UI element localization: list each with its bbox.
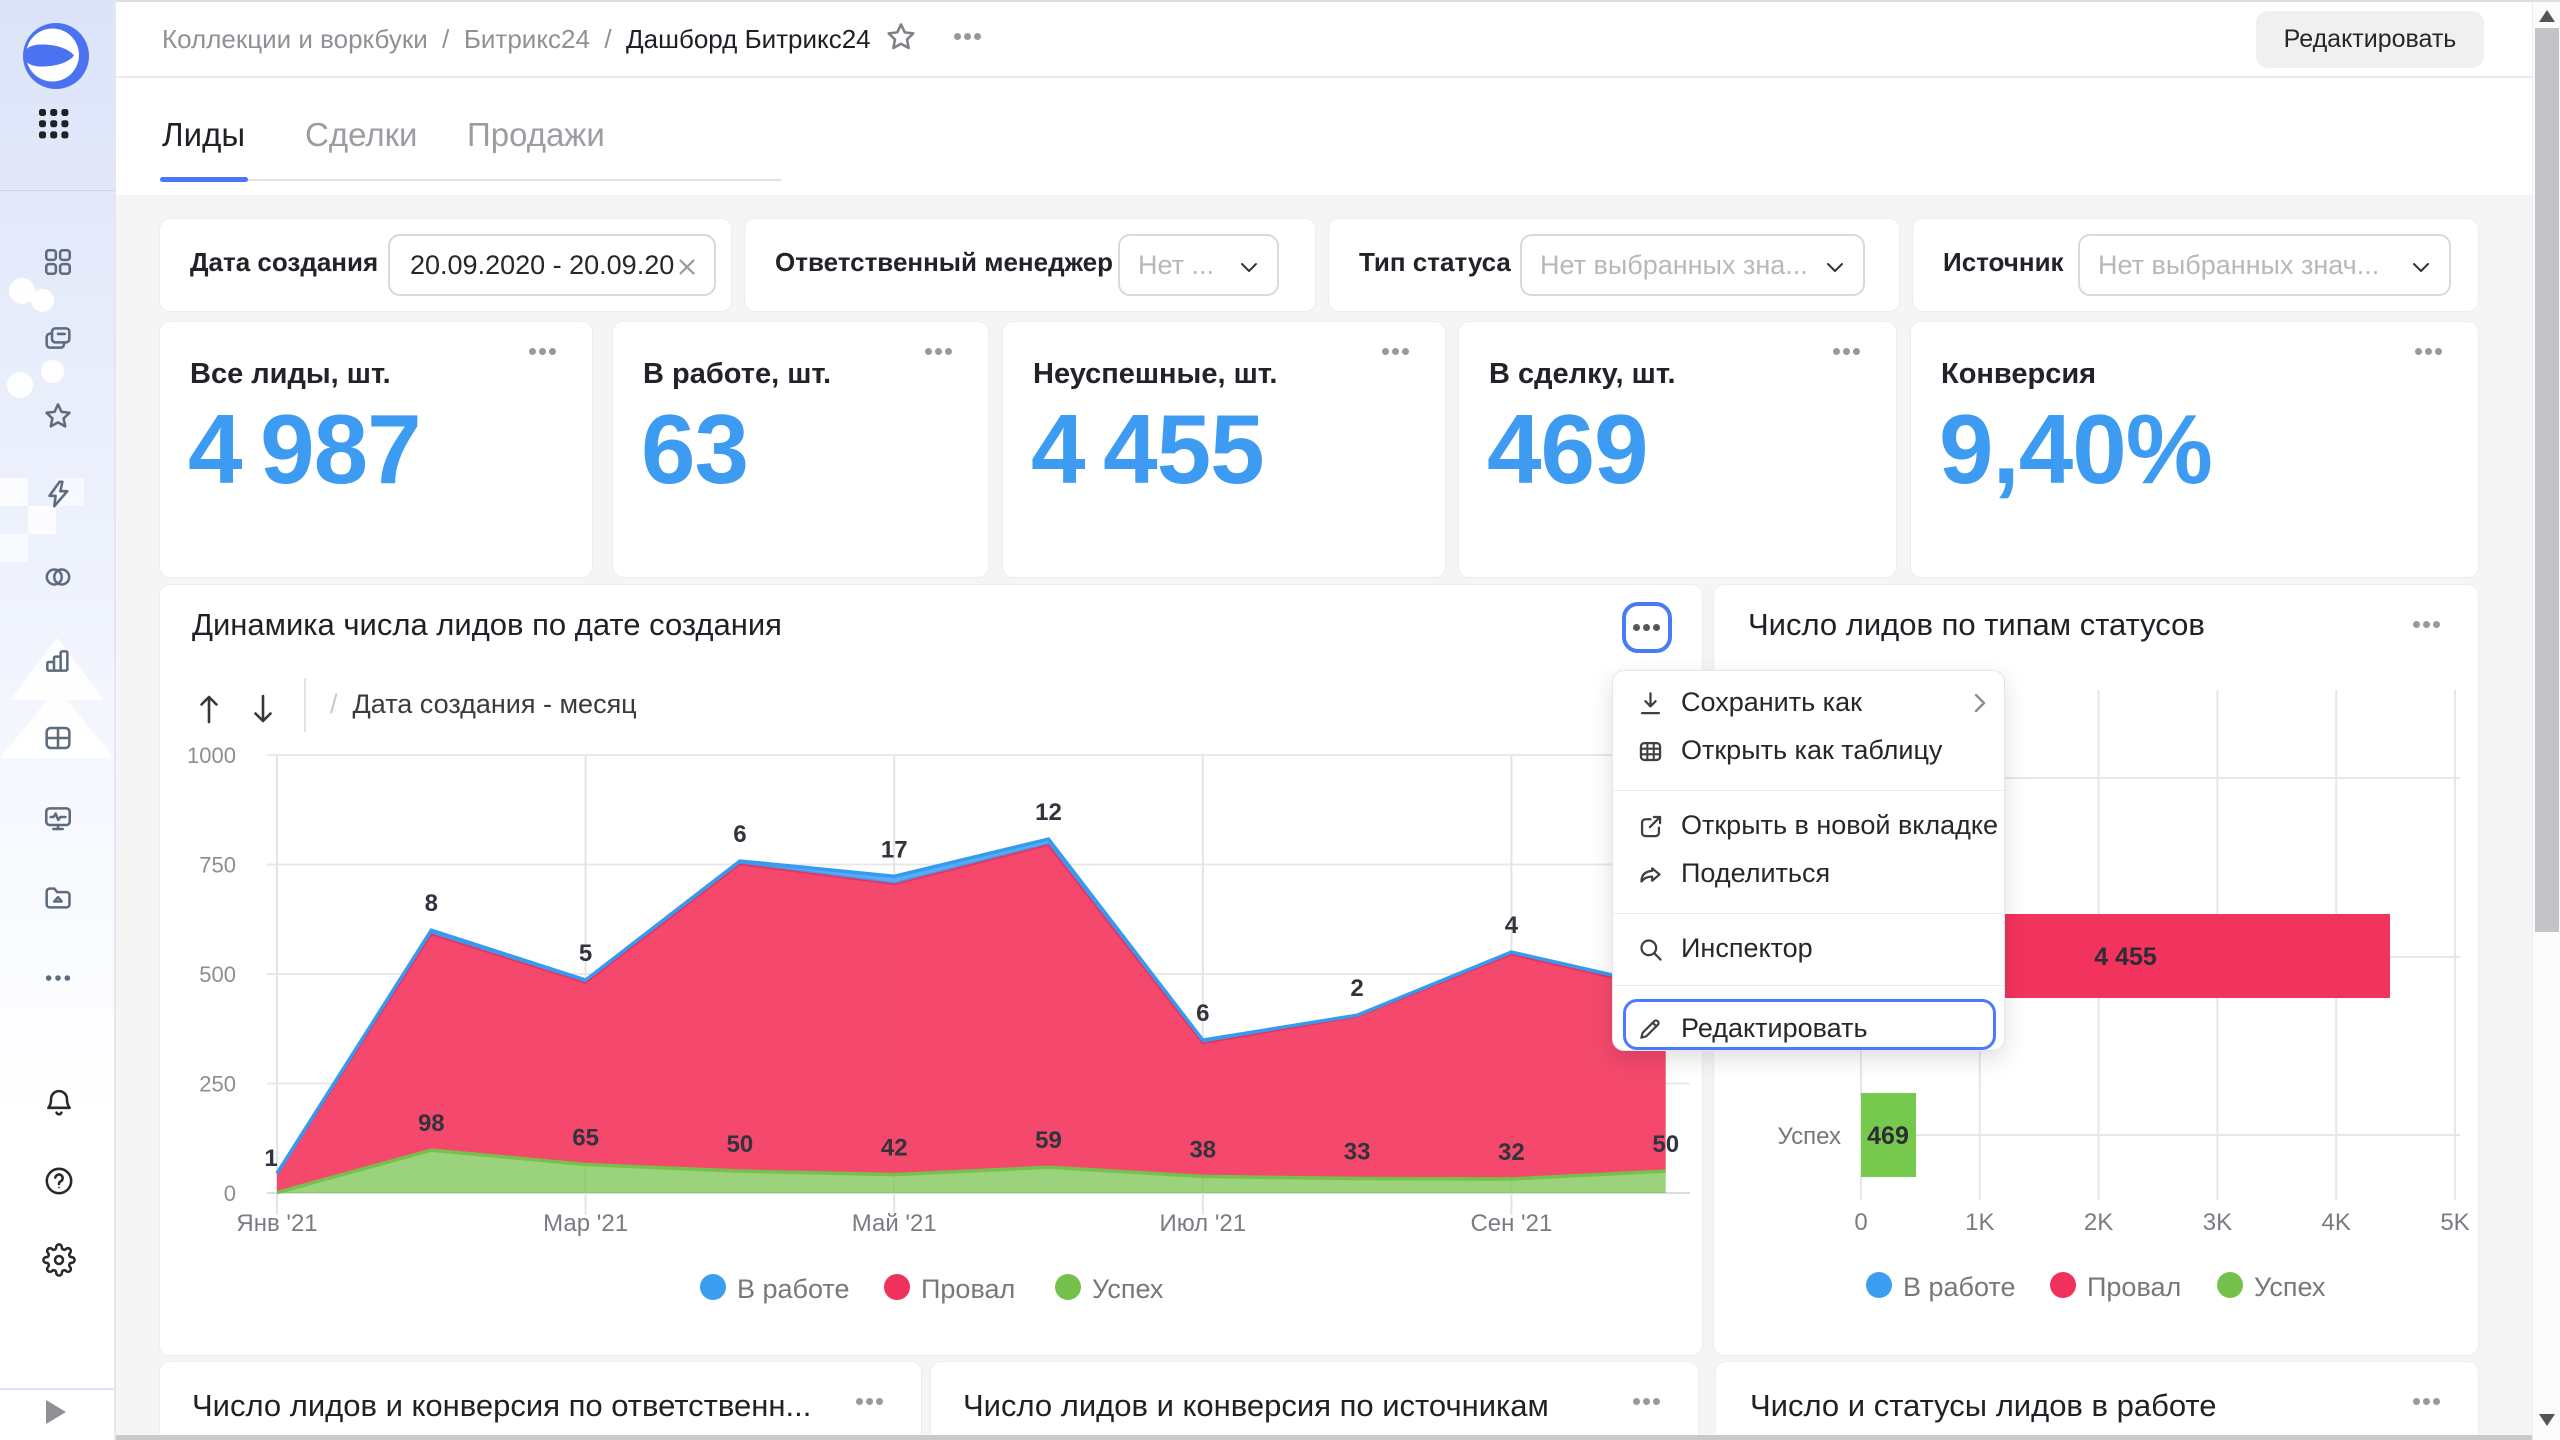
svg-text:0: 0 — [224, 1181, 236, 1206]
svg-text:4: 4 — [1505, 912, 1519, 939]
svg-text:5K: 5K — [2440, 1209, 2469, 1236]
svg-text:38: 38 — [1189, 1136, 1216, 1163]
svg-text:32: 32 — [1498, 1139, 1525, 1166]
svg-text:2K: 2K — [2084, 1209, 2113, 1236]
svg-text:250: 250 — [199, 1072, 236, 1097]
svg-text:2: 2 — [1350, 975, 1363, 1002]
svg-text:Мар '21: Мар '21 — [543, 1210, 628, 1237]
svg-text:0: 0 — [1854, 1209, 1867, 1236]
svg-text:98: 98 — [418, 1110, 445, 1137]
svg-text:1000: 1000 — [187, 743, 236, 768]
svg-text:50: 50 — [1652, 1131, 1679, 1158]
svg-text:1K: 1K — [1965, 1209, 1994, 1236]
svg-text:5: 5 — [579, 940, 592, 967]
svg-text:12: 12 — [1035, 799, 1062, 826]
svg-text:3K: 3K — [2203, 1209, 2232, 1236]
svg-text:6: 6 — [1196, 1000, 1209, 1027]
svg-text:В работе: В работе — [737, 1274, 850, 1304]
svg-text:Июл '21: Июл '21 — [1159, 1210, 1246, 1237]
svg-text:469: 469 — [1867, 1122, 1909, 1150]
svg-text:500: 500 — [199, 962, 236, 987]
svg-text:Успех: Успех — [1778, 1123, 1841, 1150]
svg-text:42: 42 — [881, 1135, 908, 1162]
svg-text:Провал: Провал — [2087, 1272, 2181, 1302]
svg-text:4 455: 4 455 — [2094, 943, 2157, 971]
svg-text:6: 6 — [733, 821, 746, 848]
svg-text:Провал: Провал — [921, 1274, 1015, 1304]
svg-text:Сен '21: Сен '21 — [1470, 1210, 1552, 1237]
svg-text:65: 65 — [572, 1125, 599, 1152]
svg-text:8: 8 — [425, 890, 438, 917]
svg-text:4K: 4K — [2322, 1209, 2351, 1236]
svg-text:Успех: Успех — [2254, 1272, 2326, 1302]
svg-text:Май '21: Май '21 — [852, 1210, 937, 1237]
svg-text:50: 50 — [727, 1131, 754, 1158]
svg-text:33: 33 — [1344, 1139, 1371, 1166]
svg-text:750: 750 — [199, 853, 236, 878]
svg-text:Янв '21: Янв '21 — [236, 1210, 317, 1237]
svg-text:Успех: Успех — [1092, 1274, 1164, 1304]
svg-text:17: 17 — [881, 836, 908, 863]
svg-text:В работе: В работе — [1903, 1272, 2016, 1302]
svg-text:1: 1 — [264, 1145, 277, 1172]
svg-text:59: 59 — [1035, 1127, 1062, 1154]
